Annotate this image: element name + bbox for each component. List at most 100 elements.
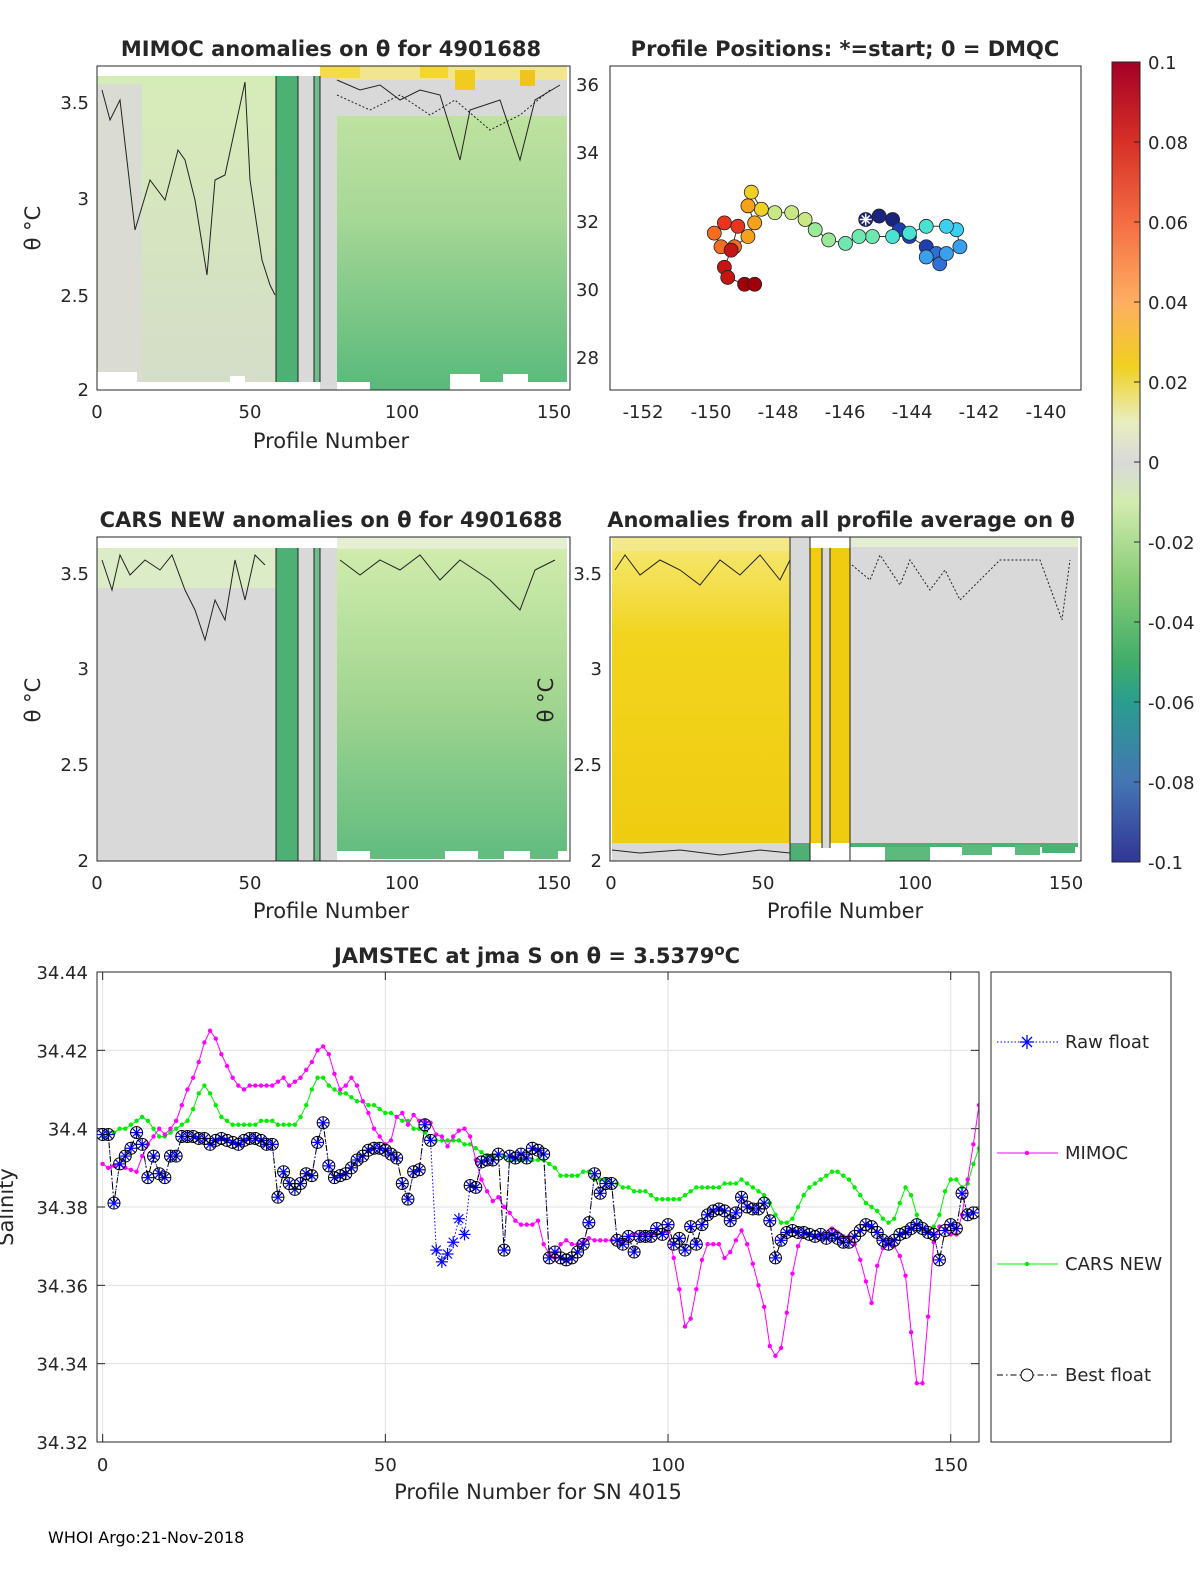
data-point — [588, 1167, 602, 1181]
data-point — [224, 1063, 230, 1069]
data-point — [695, 1218, 709, 1232]
data-point — [621, 1229, 635, 1243]
data-point — [778, 1220, 784, 1225]
data-point — [773, 1212, 778, 1218]
jamstec-ylabel: Salinity — [0, 1168, 18, 1246]
data-point — [179, 1102, 185, 1108]
data-point — [175, 1130, 189, 1143]
data-point — [891, 1216, 897, 1221]
positions-xtick: -142 — [959, 402, 1000, 423]
data-point — [750, 1261, 756, 1266]
data-point — [450, 1134, 456, 1139]
data-point — [434, 1132, 439, 1137]
data-point — [417, 1118, 422, 1124]
data-point — [366, 1102, 371, 1108]
data-point — [349, 1095, 354, 1100]
data-point — [463, 1178, 477, 1192]
data-point — [655, 1227, 669, 1241]
data-point — [597, 1177, 603, 1182]
data-point — [275, 1079, 281, 1084]
data-point — [496, 1195, 501, 1200]
jamstec-ytick: 34.34 — [36, 1355, 88, 1376]
data-point — [207, 1091, 213, 1096]
data-point — [711, 1185, 716, 1190]
data-point — [456, 1128, 462, 1133]
data-point — [744, 1181, 750, 1186]
colorbar-tick: -0.08 — [1148, 773, 1195, 794]
data-point — [729, 1206, 742, 1219]
jamstec-title-unit: C — [725, 944, 740, 968]
data-point — [547, 1161, 552, 1167]
data-point — [185, 1118, 190, 1124]
jamstec-xtick: 100 — [651, 1455, 685, 1476]
data-point — [241, 1087, 247, 1092]
data-point — [728, 1181, 733, 1186]
data-point — [405, 1122, 411, 1127]
data-point — [802, 1227, 816, 1241]
data-point — [537, 1147, 551, 1161]
mimoc-ytick: 2 — [78, 380, 89, 401]
data-point — [622, 1230, 635, 1243]
data-point — [123, 1165, 128, 1171]
position-point — [918, 218, 934, 234]
data-point — [908, 1330, 914, 1335]
data-point — [298, 1075, 303, 1080]
data-point — [264, 1118, 269, 1124]
data-point — [897, 1253, 903, 1259]
mimoc-contours — [101, 76, 561, 382]
data-point — [665, 1196, 671, 1202]
data-point — [124, 1142, 137, 1155]
data-point — [192, 1131, 206, 1145]
data-point — [671, 1255, 676, 1261]
data-point — [141, 1171, 155, 1185]
jamstec-ytick: 34.38 — [36, 1198, 88, 1219]
data-point — [315, 1048, 320, 1053]
data-point — [524, 1222, 529, 1227]
data-point — [846, 1177, 852, 1182]
data-point — [795, 1204, 801, 1210]
data-point — [582, 1216, 596, 1230]
data-point — [858, 1193, 863, 1198]
allavg-ytick: 3.5 — [573, 564, 602, 585]
data-point — [354, 1083, 360, 1088]
data-point — [151, 1126, 156, 1131]
legend-label: Raw float — [1065, 1032, 1149, 1053]
data-point — [337, 1091, 343, 1096]
data-point — [671, 1196, 676, 1202]
data-point — [728, 1249, 733, 1255]
jamstec-xlabel: Profile Number for SN 4015 — [394, 1480, 682, 1504]
allavg-axes: 2 2.5 3 3.5 0 50 100 150 — [573, 564, 1083, 894]
colorbar-ticks: 0.1 0.08 0.06 0.04 0.02 0 -0.02 -0.04 -0… — [1148, 53, 1195, 874]
jamstec-axes: 0 50 100 150 34.32 34.34 34.36 34.38 34.4 34.42 34… — [36, 963, 967, 1476]
data-point — [643, 1189, 648, 1194]
jamstec-ytick: 34.32 — [36, 1433, 88, 1454]
data-point — [756, 1189, 761, 1194]
data-point — [202, 1040, 207, 1045]
data-point — [311, 1136, 324, 1149]
position-point — [723, 242, 739, 258]
data-point — [383, 1110, 388, 1116]
positions-ytick: 34 — [576, 143, 599, 164]
mimoc-ytick: 3.5 — [60, 93, 89, 114]
data-point — [541, 1242, 546, 1247]
data-point — [733, 1181, 739, 1186]
data-point — [299, 1167, 313, 1181]
data-point — [633, 1229, 647, 1243]
data-point — [168, 1126, 173, 1131]
data-point — [729, 1206, 743, 1220]
data-point — [690, 1238, 703, 1251]
data-point — [775, 1234, 788, 1247]
data-point — [605, 1177, 618, 1190]
positions-ytick: 32 — [576, 212, 599, 233]
position-point — [939, 246, 954, 261]
data-point — [173, 1118, 179, 1124]
data-point — [965, 1177, 970, 1182]
mimoc-xtick: 0 — [91, 402, 102, 423]
data-point — [948, 1232, 953, 1237]
mimoc-xtick: 50 — [239, 402, 262, 423]
series-line — [469, 1147, 974, 1261]
data-point — [467, 1142, 473, 1147]
data-point — [140, 1153, 145, 1159]
data-point — [147, 1149, 161, 1163]
data-point — [672, 1231, 686, 1245]
